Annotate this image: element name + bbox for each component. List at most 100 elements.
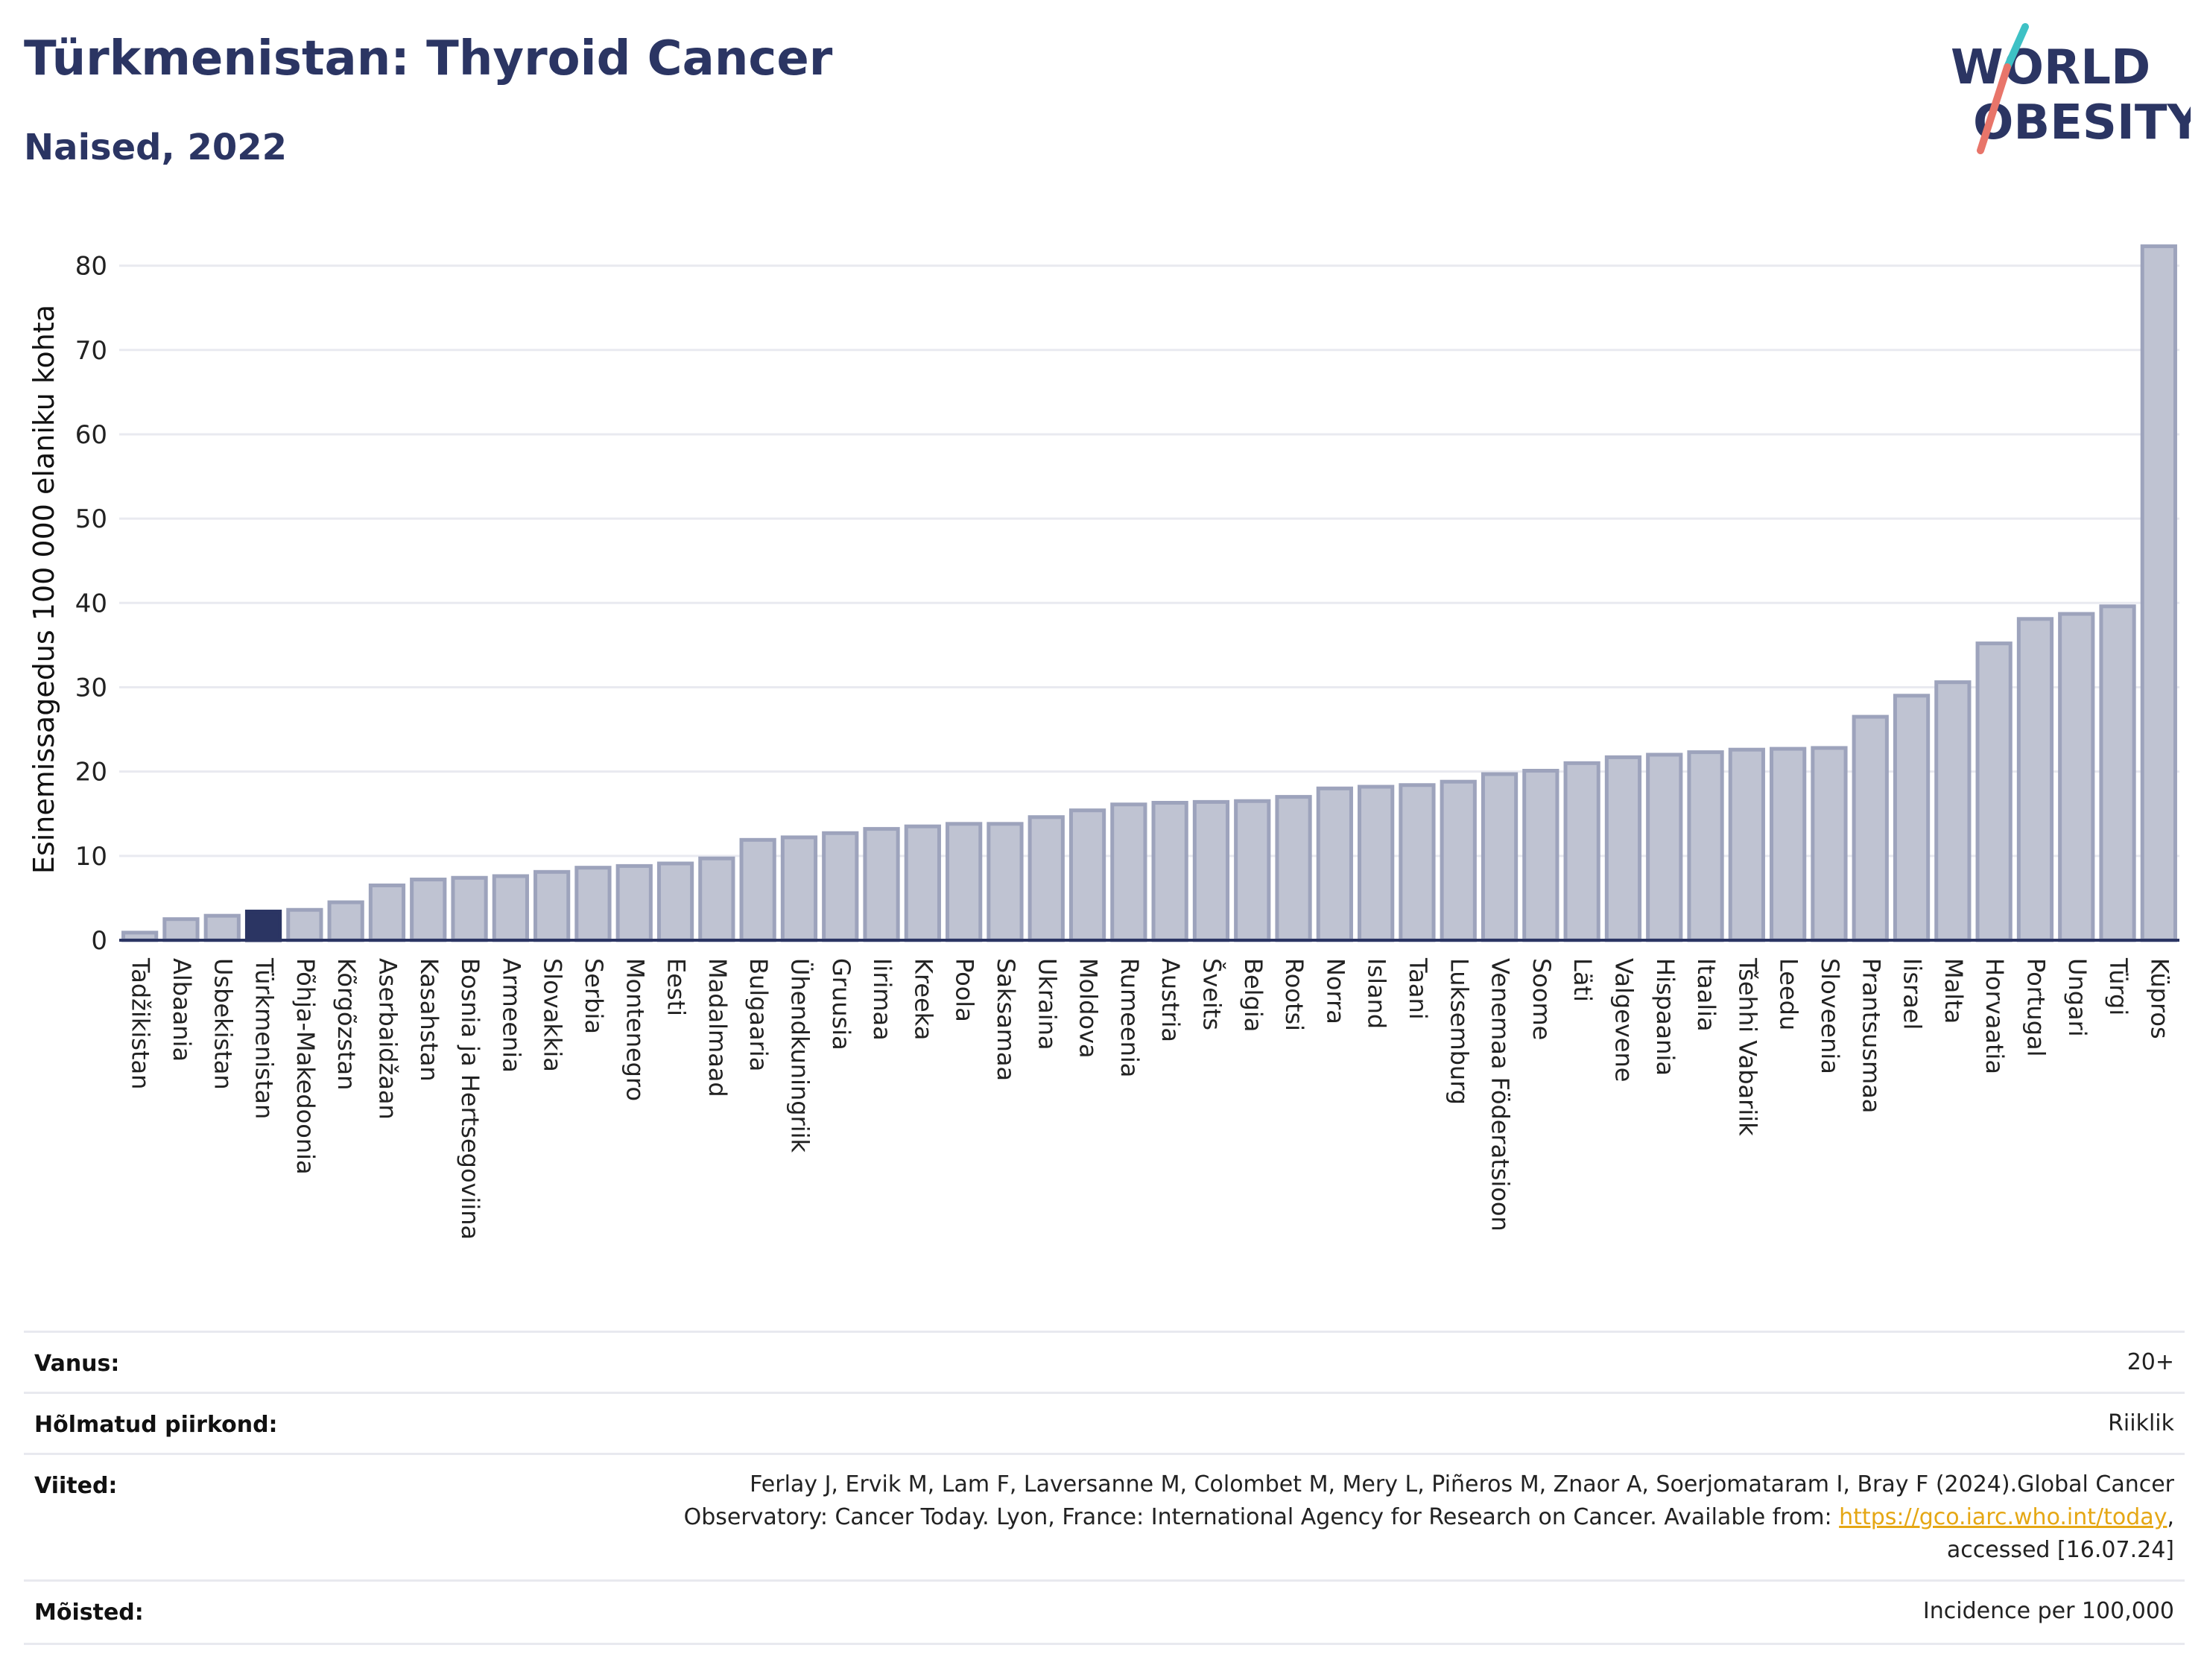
logo-slash-teal bbox=[2004, 23, 2029, 71]
meta-row-region: Hõlmatud piirkond: Riiklik bbox=[24, 1392, 2185, 1455]
bar-44 bbox=[1934, 680, 1972, 942]
bar-19 bbox=[904, 824, 941, 942]
y-axis-label: Esinemissagedus 100 000 elaniku kohta bbox=[28, 305, 60, 874]
bar-27 bbox=[1234, 799, 1271, 942]
bar-42 bbox=[1852, 714, 1889, 942]
x-tick-label: Gruusia bbox=[827, 958, 855, 1050]
bar-33 bbox=[1481, 772, 1519, 942]
x-tick-label: Taani bbox=[1404, 957, 1432, 1020]
bar-35 bbox=[1563, 761, 1600, 942]
x-tick-label: Valgevene bbox=[1609, 958, 1638, 1083]
x-tick-label: Soome bbox=[1527, 958, 1556, 1040]
meta-row-references: Viited: Ferlay J, Ervik M, Lam F, Lavers… bbox=[24, 1453, 2185, 1582]
x-tick-labels: Tadžikistan Albaania Usbekistan Türkmenista… bbox=[127, 957, 2174, 1240]
y-tick-label: 80 bbox=[75, 252, 107, 282]
bar-8 bbox=[451, 875, 488, 942]
x-tick-label: Hispaania bbox=[1651, 958, 1679, 1076]
x-tick-label: Moldova bbox=[1074, 958, 1103, 1059]
x-tick-label: Norra bbox=[1321, 958, 1349, 1024]
x-tick-label: Rootsi bbox=[1280, 958, 1308, 1031]
y-tick-labels: 0 10 20 30 40 50 60 70 80 bbox=[75, 252, 107, 956]
bar-38 bbox=[1687, 750, 1724, 942]
bar-15 bbox=[739, 837, 776, 942]
bar-18 bbox=[863, 827, 900, 942]
reference-link[interactable]: https://gco.iarc.who.int/today bbox=[1839, 1504, 2167, 1530]
bar-1 bbox=[162, 917, 200, 942]
bar-11 bbox=[574, 866, 612, 942]
bar-49 bbox=[2140, 244, 2177, 942]
page-subtitle: Naised, 2022 bbox=[24, 127, 288, 168]
bar-10 bbox=[533, 869, 571, 942]
y-tick-label: 20 bbox=[75, 758, 107, 787]
x-tick-label: Prantsusmaa bbox=[1857, 958, 1885, 1113]
bar-41 bbox=[1811, 746, 1848, 942]
page-title: Türkmenistan: Thyroid Cancer bbox=[24, 31, 833, 86]
bar-2 bbox=[203, 913, 241, 942]
x-tick-label: Venemaa Föderatsioon bbox=[1486, 958, 1515, 1232]
bar-12 bbox=[615, 863, 653, 942]
x-tick-label: Küpros bbox=[2145, 958, 2173, 1039]
meta-value-region: Riiklik bbox=[2108, 1410, 2174, 1436]
x-tick-label: Saksamaa bbox=[992, 958, 1020, 1081]
x-tick-label: Austria bbox=[1156, 958, 1185, 1042]
x-tick-label: Bulgaaria bbox=[744, 958, 773, 1071]
bar-25 bbox=[1151, 801, 1188, 942]
y-tick-label: 30 bbox=[75, 673, 107, 703]
reference-line-2-end: , bbox=[2167, 1504, 2174, 1530]
x-tick-label: Madalmaad bbox=[703, 958, 732, 1097]
reference-line-3: accessed [16.07.24] bbox=[1946, 1537, 2174, 1563]
world-obesity-logo: WORLD OBESITY bbox=[1951, 23, 2191, 154]
x-tick-label: Montenegro bbox=[621, 958, 649, 1101]
x-tick-label: Luksemburg bbox=[1445, 958, 1473, 1105]
x-tick-label: Iirimaa bbox=[868, 958, 896, 1041]
x-tick-label: Albaania bbox=[168, 958, 196, 1062]
bar-34 bbox=[1522, 769, 1559, 942]
x-tick-label: Armeenia bbox=[497, 958, 525, 1073]
y-tick-label: 50 bbox=[75, 504, 107, 534]
meta-value-definitions: Incidence per 100,000 bbox=[1922, 1598, 2174, 1624]
bar-28 bbox=[1275, 795, 1312, 942]
x-tick-label: Aserbaidžaan bbox=[373, 958, 402, 1120]
bar-23 bbox=[1068, 808, 1106, 942]
x-tick-label: Šveits bbox=[1197, 958, 1226, 1030]
x-tick-label: Ühendkuningriik bbox=[785, 958, 814, 1153]
bar-21 bbox=[987, 822, 1024, 942]
meta-value-references: Ferlay J, Ervik M, Lam F, Laversanne M, … bbox=[684, 1468, 2174, 1567]
x-tick-label: Türkmenistan bbox=[250, 957, 279, 1119]
bar-40 bbox=[1770, 747, 1807, 942]
y-tick-label: 60 bbox=[75, 420, 107, 450]
x-tick-label: Kreeka bbox=[909, 958, 937, 1040]
y-tick-label: 0 bbox=[91, 926, 107, 956]
bar-36 bbox=[1604, 755, 1642, 942]
x-tick-label: Iisrael bbox=[1899, 958, 1927, 1030]
bar-47 bbox=[2058, 612, 2095, 942]
meta-label-age: Vanus: bbox=[34, 1351, 120, 1377]
bar-37 bbox=[1646, 752, 1683, 942]
reference-line-1: Ferlay J, Ervik M, Lam F, Laversanne M, … bbox=[750, 1471, 2174, 1497]
x-tick-label: Läti bbox=[1568, 958, 1597, 1002]
x-tick-label: Sloveenia bbox=[1816, 958, 1844, 1074]
meta-value-age: 20+ bbox=[2127, 1349, 2174, 1375]
bar-6 bbox=[368, 883, 406, 942]
bar-22 bbox=[1027, 815, 1065, 942]
x-tick-label: Rumeenia bbox=[1115, 958, 1144, 1077]
bar-30 bbox=[1358, 784, 1395, 942]
x-tick-label: Serbia bbox=[580, 958, 608, 1034]
y-tick-label: 40 bbox=[75, 589, 107, 618]
meta-label-region: Hõlmatud piirkond: bbox=[34, 1412, 278, 1438]
bar-46 bbox=[2016, 617, 2054, 942]
x-tick-label: Horvaatia bbox=[1980, 958, 2009, 1074]
reference-line-2-text: Observatory: Cancer Today. Lyon, France:… bbox=[683, 1504, 1840, 1530]
bar-31 bbox=[1399, 783, 1436, 942]
logo-line1: WORLD bbox=[1951, 40, 2150, 95]
x-tick-label: Kasahstan bbox=[415, 958, 443, 1082]
y-tick-label: 10 bbox=[75, 842, 107, 872]
x-tick-label: Kõrgõzstan bbox=[332, 958, 361, 1090]
x-tick-label: Türgi bbox=[2104, 957, 2132, 1015]
meta-row-age: Vanus: 20+ bbox=[24, 1331, 2185, 1394]
bar-4 bbox=[286, 907, 323, 942]
x-tick-label: Poola bbox=[951, 958, 979, 1022]
meta-row-definitions: Mõisted: Incidence per 100,000 bbox=[24, 1579, 2185, 1645]
reference-line-2: Observatory: Cancer Today. Lyon, France:… bbox=[684, 1501, 2174, 1534]
bar-17 bbox=[822, 831, 859, 942]
